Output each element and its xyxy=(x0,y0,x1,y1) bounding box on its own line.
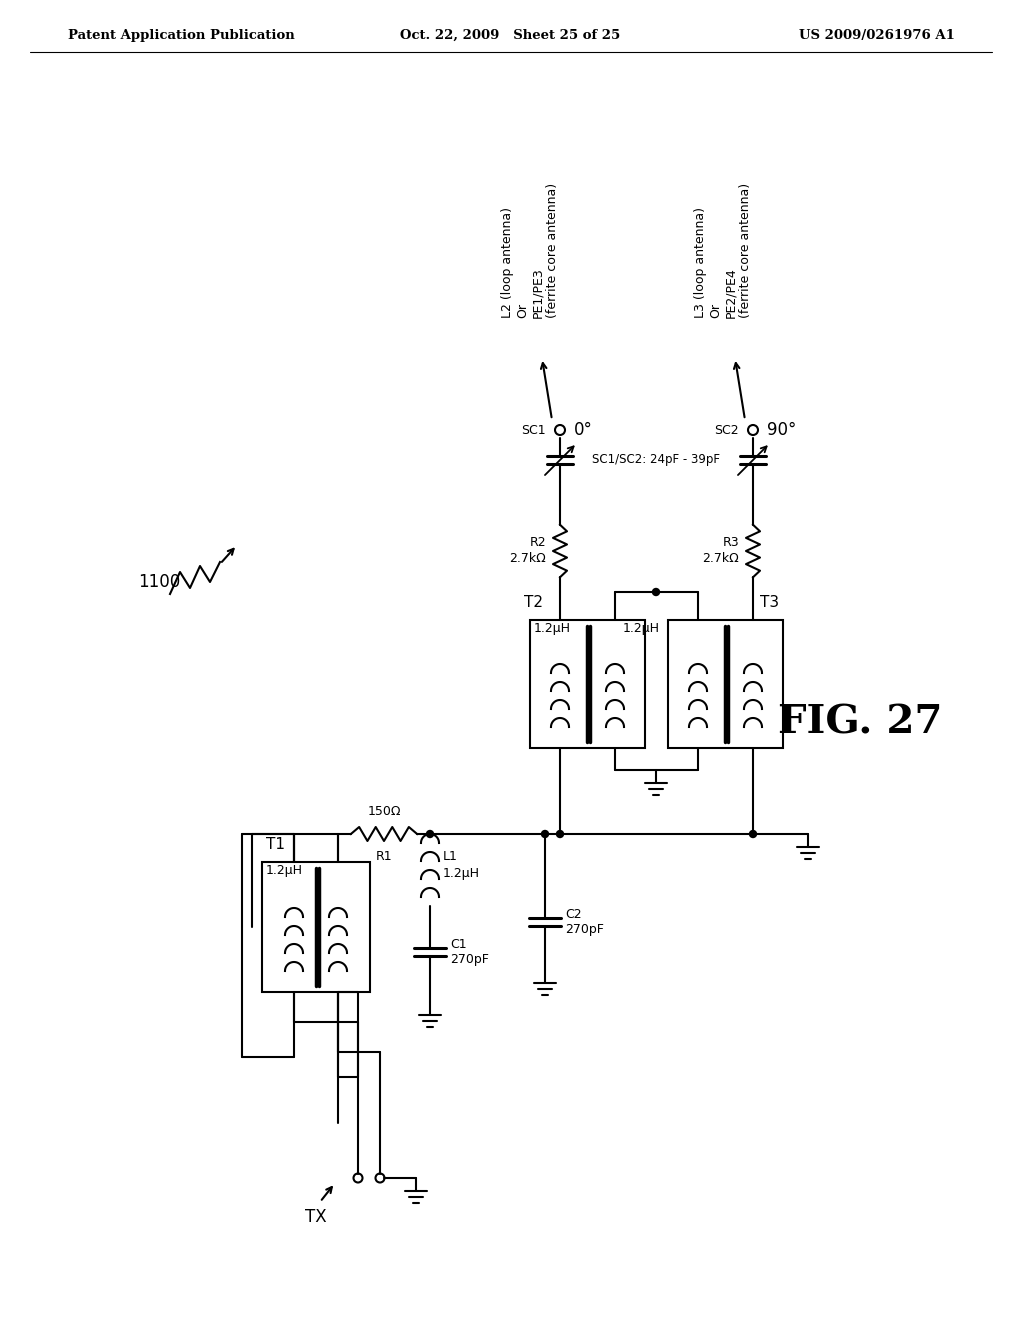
Text: Patent Application Publication: Patent Application Publication xyxy=(68,29,295,41)
Text: 150Ω: 150Ω xyxy=(368,805,400,818)
Bar xyxy=(262,862,370,993)
Text: 270pF: 270pF xyxy=(450,953,488,966)
Text: C2: C2 xyxy=(565,908,582,920)
Text: T1: T1 xyxy=(266,837,285,851)
Circle shape xyxy=(652,589,659,595)
Text: FIG. 27: FIG. 27 xyxy=(778,704,942,741)
Text: US 2009/0261976 A1: US 2009/0261976 A1 xyxy=(799,29,955,41)
Text: 1.2μH: 1.2μH xyxy=(266,865,303,876)
Text: T3: T3 xyxy=(760,595,779,610)
Text: SC2: SC2 xyxy=(715,424,739,437)
Text: L3 (loop antenna)
Or
PE2/PE4
(ferrite core antenna): L3 (loop antenna) Or PE2/PE4 (ferrite co… xyxy=(694,183,752,318)
Text: 1.2μH: 1.2μH xyxy=(623,622,660,635)
Text: Oct. 22, 2009   Sheet 25 of 25: Oct. 22, 2009 Sheet 25 of 25 xyxy=(400,29,621,41)
Text: 1.2μH: 1.2μH xyxy=(534,622,571,635)
Bar xyxy=(668,620,783,748)
Circle shape xyxy=(542,830,549,837)
Bar xyxy=(530,620,645,748)
Text: 2.7kΩ: 2.7kΩ xyxy=(702,553,739,565)
Text: 0°: 0° xyxy=(574,421,593,440)
Text: 270pF: 270pF xyxy=(565,924,604,936)
Text: R3: R3 xyxy=(722,536,739,549)
Text: 1100: 1100 xyxy=(138,573,180,591)
Text: SC1/SC2: 24pF - 39pF: SC1/SC2: 24pF - 39pF xyxy=(593,454,721,466)
Text: C1: C1 xyxy=(450,937,467,950)
Text: L1: L1 xyxy=(443,850,458,862)
Text: L2 (loop antenna)
Or
PE1/PE3
(ferrite core antenna): L2 (loop antenna) Or PE1/PE3 (ferrite co… xyxy=(501,183,559,318)
Text: 90°: 90° xyxy=(767,421,797,440)
Text: 2.7kΩ: 2.7kΩ xyxy=(509,553,546,565)
Text: SC1: SC1 xyxy=(521,424,546,437)
Circle shape xyxy=(750,830,757,837)
Text: R1: R1 xyxy=(376,850,392,863)
Text: R2: R2 xyxy=(529,536,546,549)
Text: TX: TX xyxy=(305,1208,327,1226)
Circle shape xyxy=(556,830,563,837)
Text: 1.2μH: 1.2μH xyxy=(443,866,480,879)
Circle shape xyxy=(427,830,433,837)
Text: T2: T2 xyxy=(524,595,543,610)
